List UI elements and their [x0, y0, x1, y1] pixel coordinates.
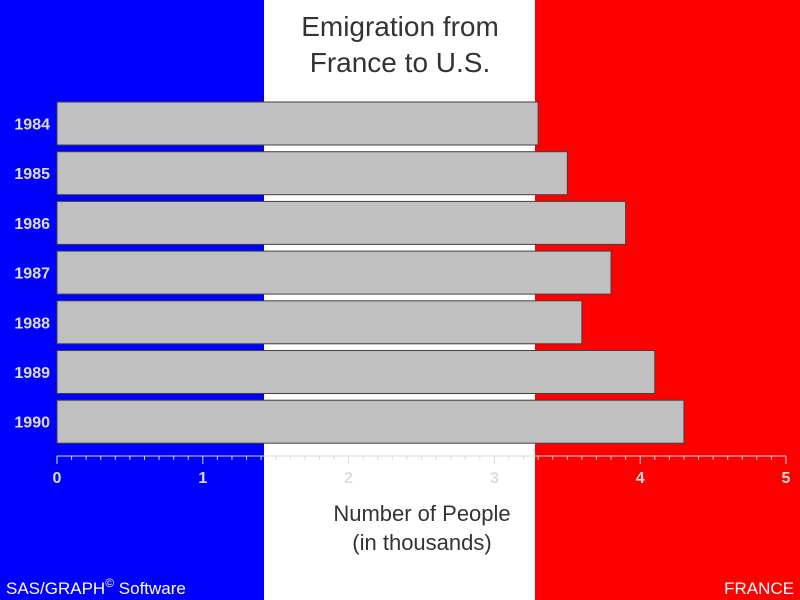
chart-title-line-2: France to U.S. — [310, 47, 491, 78]
footer-software: Software — [114, 579, 186, 598]
bar-1988 — [56, 300, 583, 345]
bar-1986 — [56, 200, 627, 245]
footer-copyright-symbol: © — [105, 576, 114, 590]
footer-right-text: FRANCE — [724, 579, 794, 598]
category-label-1985: 1985 — [14, 166, 50, 183]
footer-left-text: SAS/GRAPH© Software — [6, 576, 186, 598]
x-axis-label-line-1: Number of People — [333, 501, 510, 526]
x-tick-label-2: 2 — [344, 470, 353, 487]
flag-red-stripe — [535, 0, 800, 600]
bars-group — [56, 101, 685, 444]
bar-1984 — [56, 101, 539, 146]
x-tick-label-1: 1 — [198, 470, 207, 487]
chart-title-line-1: Emigration from — [301, 11, 499, 42]
bar-1987 — [56, 250, 612, 295]
flag-white-stripe — [264, 0, 535, 600]
x-tick-label-4: 4 — [636, 470, 645, 487]
category-label-1987: 1987 — [14, 266, 50, 283]
category-label-1989: 1989 — [14, 365, 50, 382]
category-label-1986: 1986 — [14, 216, 50, 233]
category-labels: 1984 1985 1986 1987 1988 1989 1990 — [14, 117, 50, 432]
x-axis-label-line-2: (in thousands) — [352, 530, 491, 555]
x-tick-label-0: 0 — [53, 470, 62, 487]
bar-1990 — [56, 399, 685, 444]
footer-brand: SAS/GRAPH — [6, 579, 105, 598]
x-axis: 0 1 2 3 4 5 — [53, 455, 791, 487]
x-tick-label-3: 3 — [490, 470, 499, 487]
bar-1985 — [56, 151, 568, 196]
category-label-1990: 1990 — [14, 415, 50, 432]
bar-1989 — [56, 350, 656, 394]
x-tick-label-5: 5 — [782, 470, 791, 487]
flag-blue-stripe — [0, 0, 264, 600]
category-label-1988: 1988 — [14, 315, 50, 332]
category-label-1984: 1984 — [14, 117, 50, 134]
